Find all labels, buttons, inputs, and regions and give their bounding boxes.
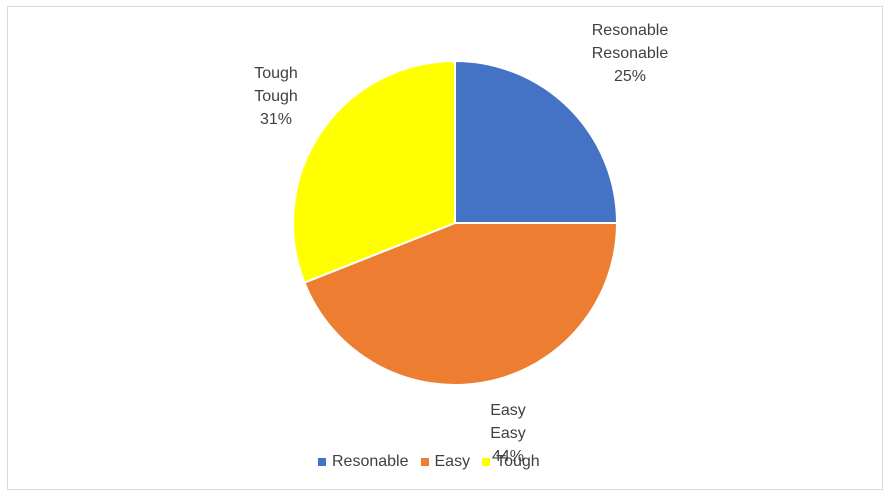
- legend-item-resonable: Resonable: [318, 453, 409, 471]
- data-label-percent: 25%: [613, 68, 647, 85]
- legend-label: Resonable: [332, 453, 409, 470]
- legend-label: Easy: [434, 453, 471, 470]
- data-label-series: Easy: [490, 425, 526, 442]
- data-label-easy: Easy Easy 44%: [478, 399, 538, 468]
- legend-swatch-resonable: [318, 458, 326, 466]
- data-label-percent: 31%: [259, 111, 293, 128]
- data-label-category: Resonable: [591, 22, 669, 39]
- data-label-series: Tough: [254, 88, 298, 105]
- pie-slice-easy: [303, 222, 619, 386]
- data-label-category: Tough: [254, 65, 298, 82]
- data-label-resonable: Resonable Resonable 25%: [578, 19, 682, 88]
- legend-swatch-tough: [482, 458, 491, 466]
- data-label-tough: Tough Tough 31%: [236, 62, 316, 131]
- legend-item-tough: Tough: [482, 453, 540, 471]
- legend-swatch-easy: [420, 458, 429, 466]
- data-label-percent: 44%: [491, 448, 525, 465]
- pie-slice-tough: [292, 59, 456, 284]
- legend-label: Tough: [496, 453, 540, 470]
- legend: Resonable Easy Tough: [318, 452, 552, 472]
- legend-item-easy: Easy: [420, 453, 471, 471]
- data-label-category: Easy: [490, 402, 526, 419]
- pie-slice-resonable: [454, 59, 619, 224]
- data-label-series: Resonable: [591, 45, 669, 62]
